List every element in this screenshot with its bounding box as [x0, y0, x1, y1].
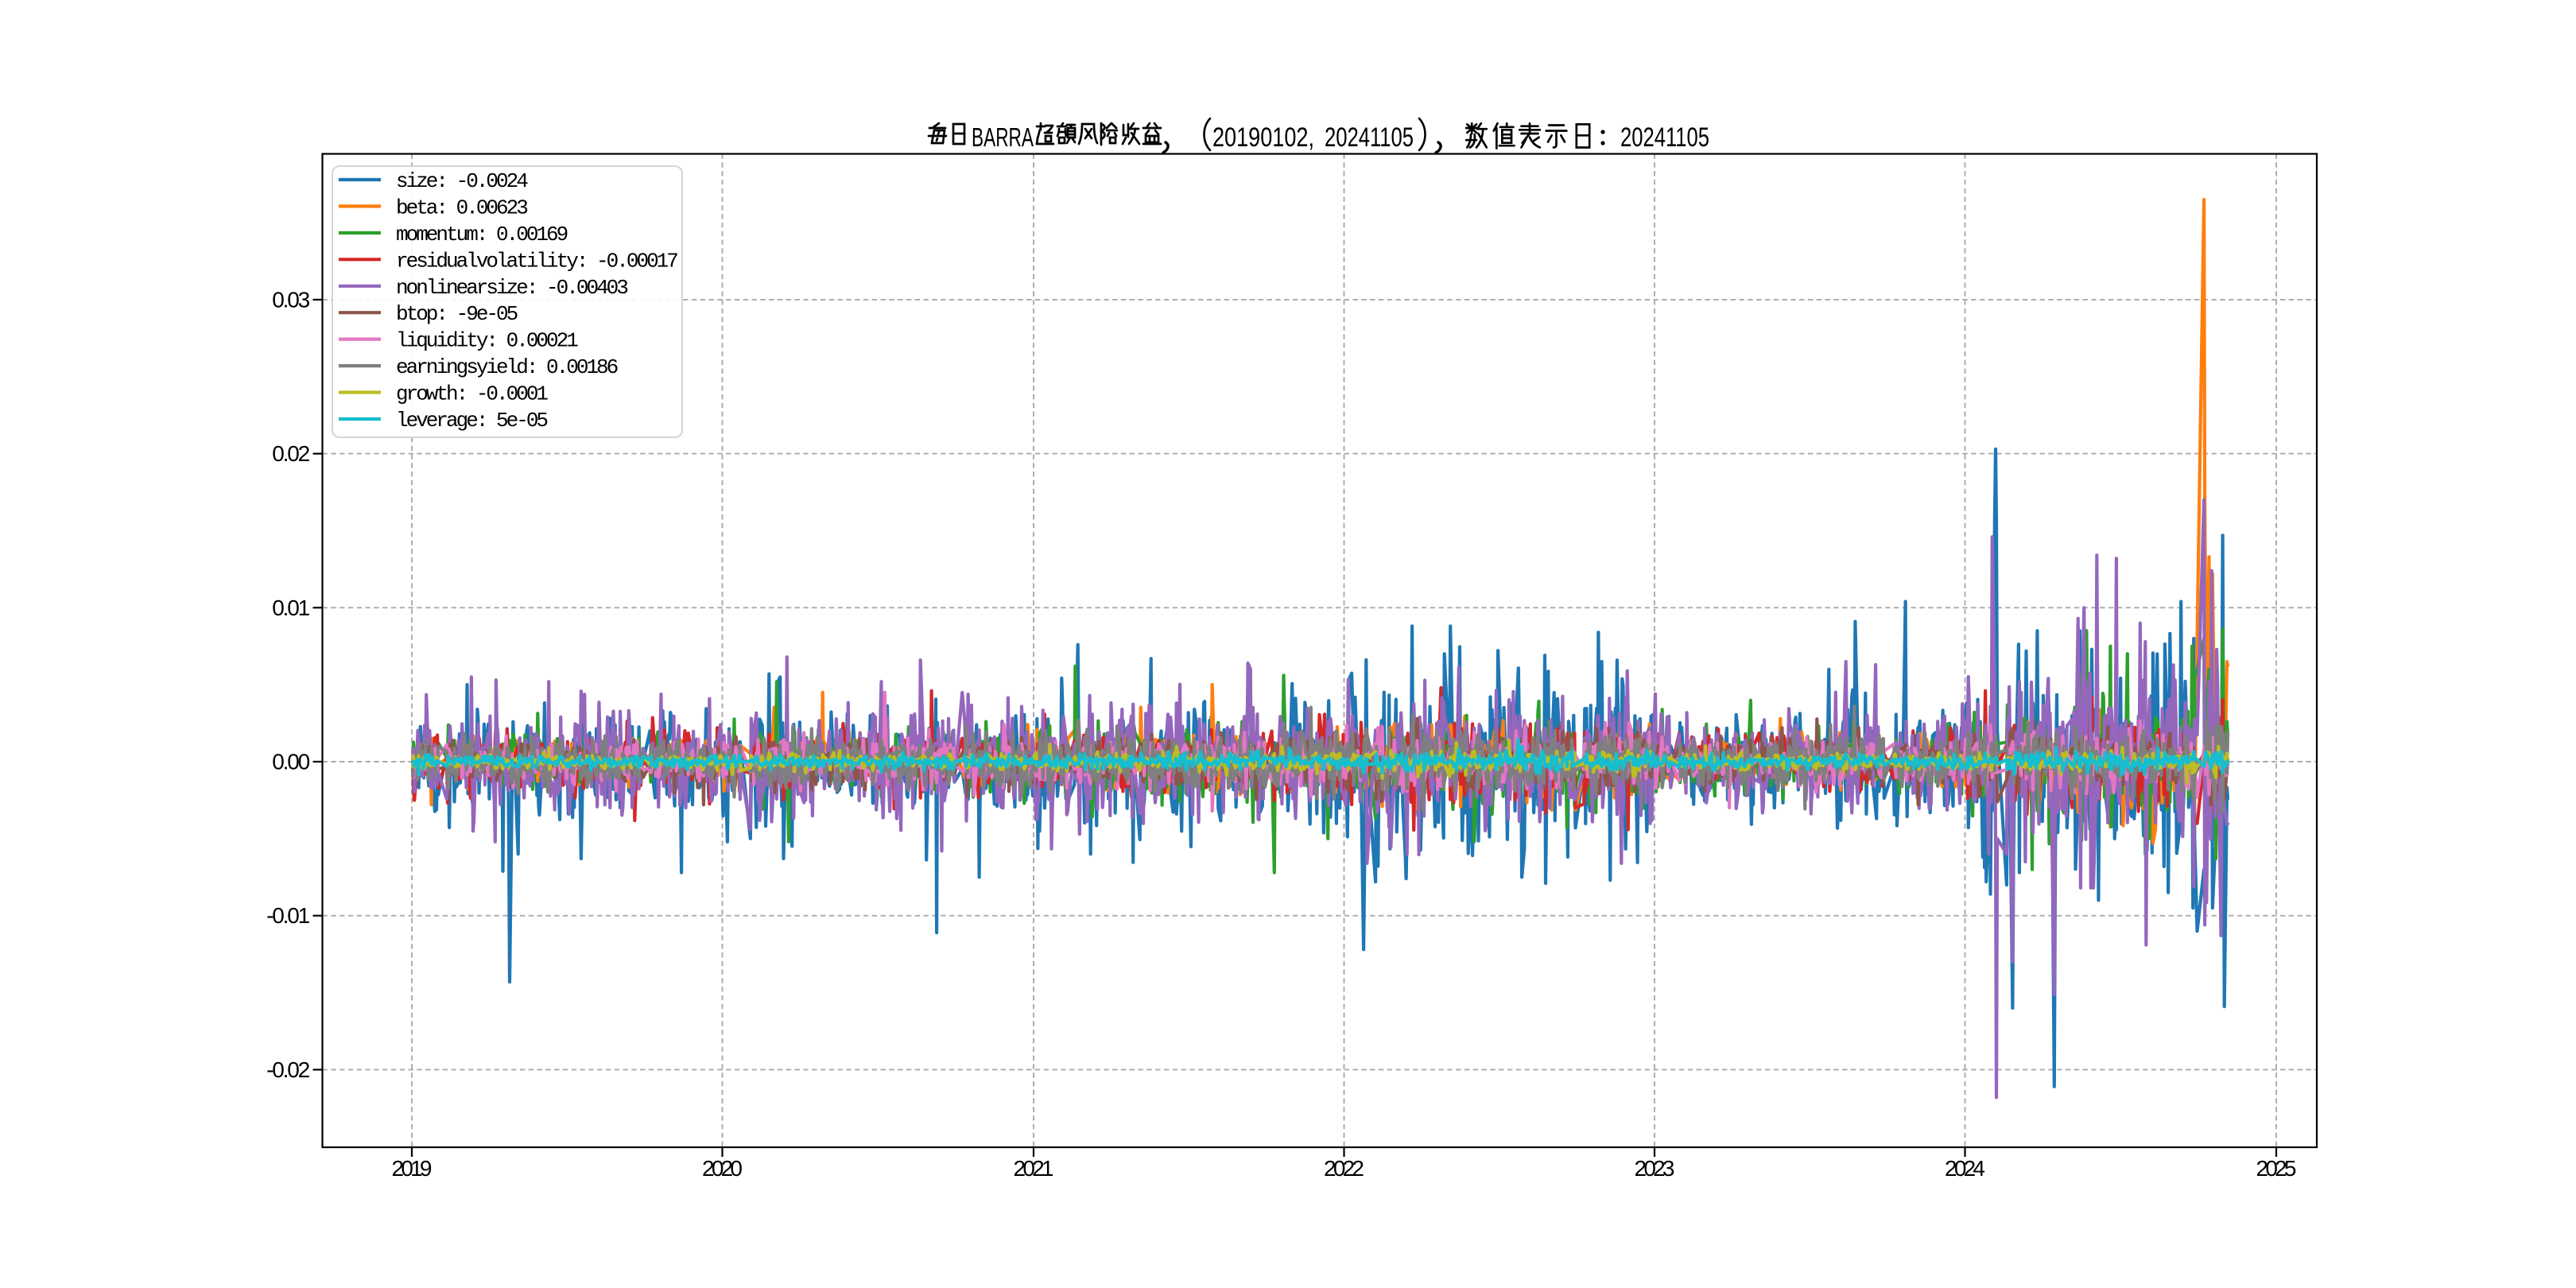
svg-text:0.00: 0.00 [272, 750, 309, 774]
svg-text:earningsyield: 0.00186: earningsyield: 0.00186 [396, 355, 618, 379]
svg-text:momentum: 0.00169: momentum: 0.00169 [396, 223, 568, 246]
svg-text:beta: 0.00623: beta: 0.00623 [396, 196, 527, 219]
svg-text:growth: -0.0001: growth: -0.0001 [396, 382, 548, 406]
svg-text:0.01: 0.01 [272, 596, 309, 620]
svg-text:2025: 2025 [2256, 1156, 2296, 1181]
svg-text:residualvolatility: -0.00017: residualvolatility: -0.00017 [396, 249, 677, 273]
svg-text:20241105: 20241105 [1620, 122, 1709, 153]
svg-text:2022: 2022 [1324, 1156, 1364, 1181]
svg-text:0.02: 0.02 [272, 441, 309, 466]
svg-text:2019: 2019 [392, 1156, 432, 1181]
svg-text:20241105: 20241105 [1325, 122, 1414, 153]
svg-text:size: -0.0024: size: -0.0024 [396, 169, 528, 193]
svg-text:liquidity: 0.00021: liquidity: 0.00021 [396, 329, 578, 353]
svg-text:2021: 2021 [1014, 1156, 1053, 1181]
svg-text:2020: 2020 [702, 1156, 742, 1181]
svg-text:0.03: 0.03 [272, 287, 309, 312]
svg-text:btop: -9e-05: btop: -9e-05 [396, 302, 518, 326]
svg-text:-0.02: -0.02 [266, 1057, 309, 1082]
svg-text:2024: 2024 [1945, 1156, 1984, 1181]
svg-text:-0.01: -0.01 [266, 903, 309, 928]
svg-text:leverage: 5e-05: leverage: 5e-05 [396, 409, 547, 433]
svg-text:BARRA: BARRA [972, 122, 1034, 152]
svg-text:2023: 2023 [1635, 1156, 1674, 1181]
svg-text:20190102,: 20190102, [1212, 122, 1314, 153]
svg-text:nonlinearsize: -0.00403: nonlinearsize: -0.00403 [396, 276, 627, 300]
